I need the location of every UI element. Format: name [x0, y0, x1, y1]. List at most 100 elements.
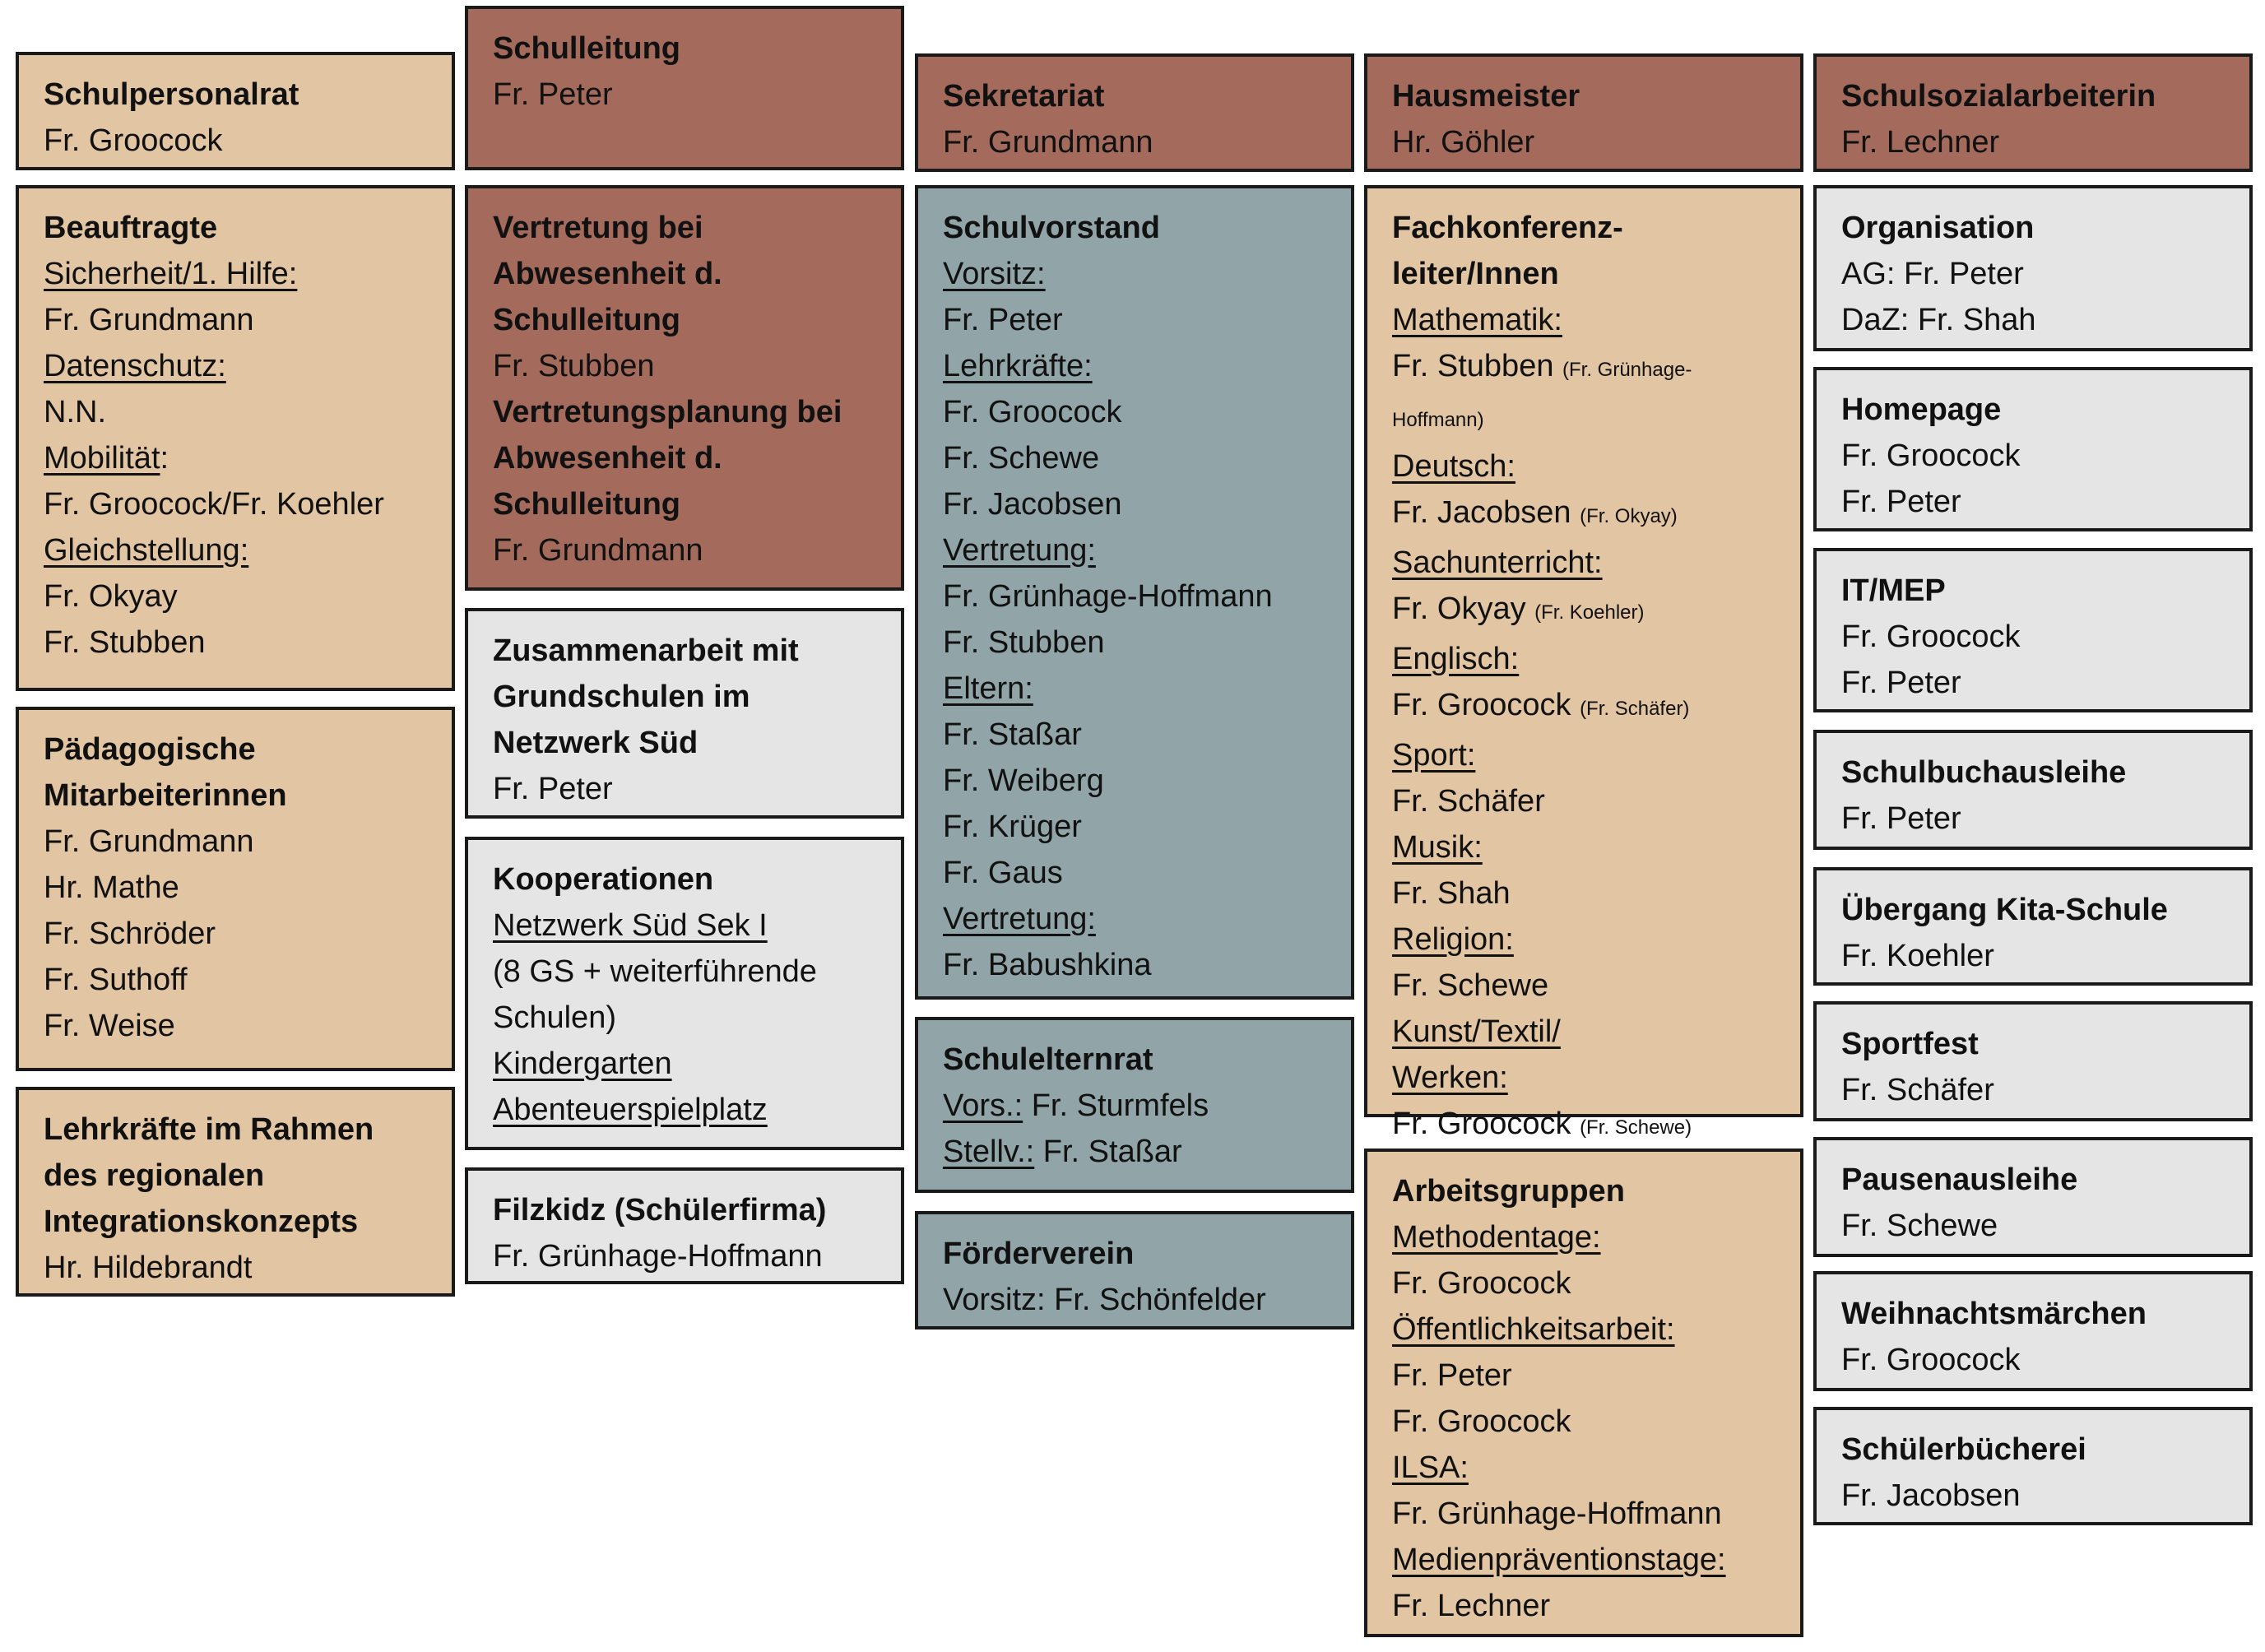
box-line: Fr. Peter — [1841, 660, 2225, 706]
heading-text: Grundschulen im — [493, 680, 750, 714]
name-text: Fr. Groocock/Fr. Koehler — [44, 487, 384, 522]
box-title: Fachkonferenz- — [1392, 205, 1775, 251]
heading-text: Schülerbücherei — [1841, 1432, 2086, 1467]
box-line: Fr. Jacobsen (Fr. Okyay) — [1392, 490, 1775, 540]
name-text: Hr. Mathe — [44, 870, 179, 905]
box-kooperationen: Kooperationen Netzwerk Süd Sek I (8 GS + w… — [465, 837, 904, 1150]
box-line: Fr. Grünhage-Hoffmann — [1392, 1491, 1775, 1537]
name-text: Fr. Grünhage-Hoffmann — [1392, 1497, 1722, 1531]
heading-text: Hausmeister — [1392, 79, 1580, 114]
name-text: Fr. Groocock — [1392, 1266, 1571, 1301]
box-line: Vorsitz: — [943, 251, 1326, 297]
label-text: ILSA: — [1392, 1450, 1469, 1485]
box-line: Schulleitung — [493, 297, 876, 343]
label-text: Eltern: — [943, 671, 1033, 706]
box-line: Fr. Grünhage-Hoffmann — [493, 1233, 876, 1279]
name-text: Fr. Staßar — [943, 717, 1082, 752]
box-line: Fr. Schewe — [1392, 963, 1775, 1009]
box-line: ILSA: — [1392, 1445, 1775, 1491]
box-line: Kindergarten — [493, 1041, 876, 1087]
box-line: DaZ: Fr. Shah — [1841, 297, 2225, 343]
box-line: Fr. Okyay (Fr. Koehler) — [1392, 586, 1775, 636]
label-text: Mathematik: — [1392, 303, 1562, 337]
box-title: Homepage — [1841, 387, 2225, 433]
name-text: Fr. Grundmann — [44, 303, 254, 337]
box-schuelerbuecherei: Schülerbücherei Fr. Jacobsen — [1813, 1407, 2253, 1525]
name-text: Fr. Suthoff — [44, 963, 188, 997]
box-line: Fr. Stubben — [493, 343, 876, 389]
label-text: Datenschutz: — [44, 349, 226, 383]
box-line: Fr. Shah — [1392, 870, 1775, 916]
box-title: IT/MEP — [1841, 568, 2225, 614]
box-line: Fr. Groocock — [1392, 1260, 1775, 1306]
heading-text: Homepage — [1841, 392, 2002, 427]
heading-text: Zusammenarbeit mit — [493, 633, 799, 668]
box-line: Fr. Groocock — [1841, 1337, 2225, 1383]
box-schulvorstand: Schulvorstand Vorsitz: Fr. Peter Lehrkräfte… — [915, 185, 1354, 1000]
box-title: Schulelternrat — [943, 1037, 1326, 1083]
box-uebergang-kita-schule: Übergang Kita-Schule Fr. Koehler — [1813, 867, 2253, 986]
name-text: Fr. Okyay — [44, 579, 178, 614]
box-line: Schulleitung — [493, 481, 876, 527]
box-line: Fr. Babushkina — [943, 942, 1326, 988]
box-fachkonferenzleiter: Fachkonferenz-leiter/Innen Mathematik: Fr.… — [1364, 185, 1803, 1141]
box-pausenausleihe: Pausenausleihe Fr. Schewe — [1813, 1137, 2253, 1257]
box-line: Fr. Groocock (Fr. Schewe) — [1392, 1101, 1775, 1151]
box-title: Sportfest — [1841, 1021, 2225, 1067]
box-schulsozialarbeiterin: Schulsozialarbeiterin Fr. Lechner — [1813, 53, 2253, 172]
label-text: Mobilität — [44, 441, 160, 476]
label-text: Gleichstellung: — [44, 533, 249, 568]
box-title: Sekretariat — [943, 73, 1326, 119]
box-line: Eltern: — [943, 666, 1326, 712]
heading-text: Organisation — [1841, 211, 2035, 245]
name-text: Fr. Schäfer — [1392, 784, 1545, 819]
box-line: Medienpräventionstage: — [1392, 1537, 1775, 1583]
heading-text: Schulbuchausleihe — [1841, 755, 2127, 790]
box-line: Fr. Groocock/Fr. Koehler — [44, 481, 427, 527]
box-line: des regionalen — [44, 1153, 427, 1199]
label-text: Vors.: — [943, 1088, 1023, 1123]
box-line: Fr. Schröder — [44, 911, 427, 957]
box-title: Pädagogische — [44, 726, 427, 773]
name-text: Vorsitz: Fr. Schönfelder — [943, 1283, 1266, 1317]
box-schulbuchausleihe: Schulbuchausleihe Fr. Peter — [1813, 730, 2253, 850]
name-text: (8 GS + weiterführende — [493, 954, 817, 989]
box-title: Kooperationen — [493, 856, 876, 903]
box-title: Beauftragte — [44, 205, 427, 251]
name-text: Hr. Hildebrandt — [44, 1251, 253, 1285]
heading-text: Fachkonferenz- — [1392, 211, 1623, 245]
box-line: Stellv.: Fr. Staßar — [943, 1129, 1326, 1175]
box-sekretariat: Sekretariat Fr. Grundmann — [915, 53, 1354, 172]
box-line: Fr. Peter — [1841, 479, 2225, 525]
box-line: Mathematik: — [1392, 297, 1775, 343]
box-schulleitung: Schulleitung Fr. Peter — [465, 6, 904, 170]
box-line: leiter/Innen — [1392, 251, 1775, 297]
label-text: Abenteuerspielplatz — [493, 1093, 768, 1127]
name-text: Fr. Groocock — [44, 123, 223, 158]
label-text: Kindergarten — [493, 1046, 672, 1081]
heading-text: Abwesenheit d. — [493, 441, 722, 476]
box-line: Fr. Groocock — [44, 118, 427, 164]
heading-text: Schulleitung — [493, 31, 680, 66]
box-line: Fr. Schäfer — [1392, 778, 1775, 824]
name-text: Fr. Jacobsen — [1841, 1478, 2021, 1513]
heading-text: Vertretungsplanung bei — [493, 395, 842, 429]
box-line: AG: Fr. Peter — [1841, 251, 2225, 297]
name-text: Fr. Shah — [1392, 876, 1511, 911]
box-line: Sport: — [1392, 732, 1775, 778]
name-text: Fr. Groocock — [1841, 620, 2021, 654]
box-line: Fr. Grundmann — [493, 527, 876, 573]
heading-text: Schulleitung — [493, 303, 680, 337]
heading-text: Übergang Kita-Schule — [1841, 893, 2168, 927]
name-text: : — [160, 441, 169, 476]
box-line: Methodentage: — [1392, 1214, 1775, 1260]
box-line: Mobilität: — [44, 435, 427, 481]
box-line: Fr. Groocock (Fr. Schäfer) — [1392, 682, 1775, 732]
box-filzkidz: Filzkidz (Schülerfirma) Fr. Grünhage-Hoff… — [465, 1167, 904, 1284]
heading-text: Lehrkräfte im Rahmen — [44, 1112, 374, 1147]
heading-text: leiter/Innen — [1392, 257, 1559, 291]
box-title: Vertretung bei — [493, 205, 876, 251]
box-line: Fr. Stubben (Fr. Grünhage-Hoffmann) — [1392, 343, 1775, 443]
box-sportfest: Sportfest Fr. Schäfer — [1813, 1001, 2253, 1121]
heading-text: Weihnachtsmärchen — [1841, 1297, 2147, 1331]
